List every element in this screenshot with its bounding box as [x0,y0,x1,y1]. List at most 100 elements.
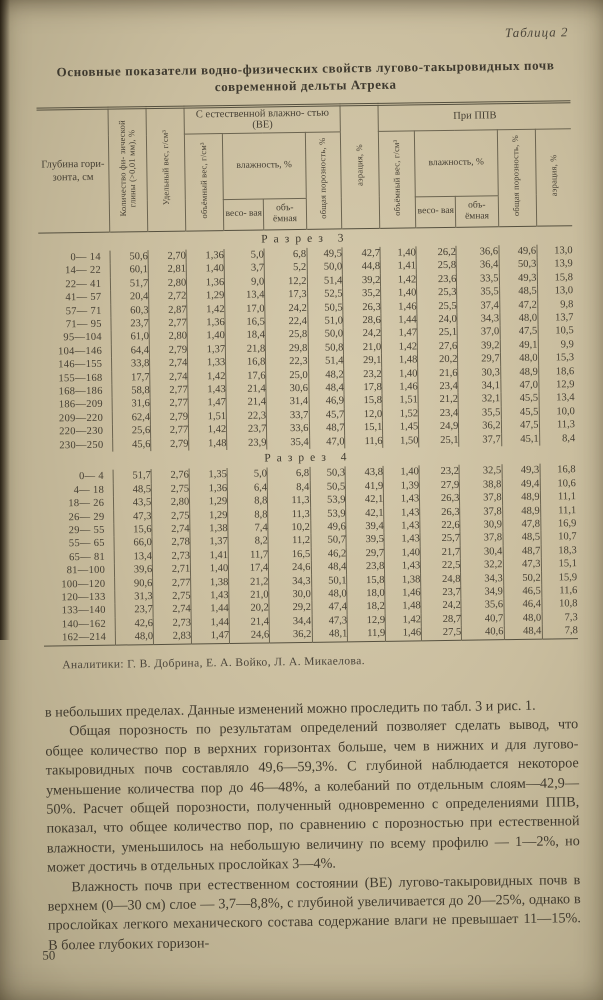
table-cell: 17,7 [111,370,151,385]
table-cell: 13,0 [536,244,573,259]
table-cell: 1,33 [187,356,226,371]
table-cell: 60,1 [110,263,149,278]
table-cell: 50,5 [309,480,346,495]
table-cell: 2,80 [148,276,187,291]
table-cell: 50,0 [306,260,343,275]
table-cell: 31,6 [112,397,151,412]
table-cell: 46,4 [503,598,542,613]
table-cell: 21,2 [228,575,270,590]
table-cell: 21,7 [420,545,461,560]
table-cell: 13,4 [114,549,153,564]
depth-cell: 0— 4 [79,471,104,483]
table-cell: 2,80 [151,495,190,510]
table-cell: 15,3 [538,351,575,366]
table-cell: 47,2 [499,298,538,313]
table-cell: 27,6 [417,339,458,354]
table-cell: 2,74 [152,522,191,537]
table-cell: 11,7 [228,548,269,563]
table-cell: 28,7 [421,612,462,627]
table-cell: 1,44 [191,602,230,617]
table-cell: 16,9 [540,517,577,532]
depth-cell: 220—230 [59,425,104,438]
table-cell: 20,2 [229,601,270,616]
depth-cell: 104—146 [57,345,103,358]
table-cell: 17,8 [344,380,383,395]
table-cell: 20,2 [417,352,459,367]
table-cell: 43,5 [113,496,152,511]
table-cell: 1,40 [190,562,229,577]
table-cell: 35,5 [456,285,500,300]
header-weight-based-ve: весо- вая [223,198,265,231]
table-cell: 18,6 [538,364,575,379]
table-cell: 8,4 [267,480,310,495]
depth-cell: 0— 14 [70,251,101,264]
table-cell: 33,6 [266,422,310,437]
table-cell: 1,36 [187,315,226,330]
table-cell: 11,3 [267,507,311,522]
table-cell: 23,4 [418,379,459,394]
table-cell: 13,7 [537,311,574,326]
table-cell: 90,6 [114,576,153,591]
depth-cell: 4— 18 [73,484,105,496]
depth-cell: 162—214 [61,632,107,644]
table-cell: 15,9 [541,570,578,585]
table-cell: 1,43 [190,589,230,604]
table-cell: 17,4 [228,561,269,576]
header-clay: Количество фи- зической глины (>0,01 мм)… [108,107,148,232]
table-cell: 1,29 [189,495,228,510]
header-porosity-ppv: общая порозность, % [496,129,537,227]
table-cell: 16,8 [225,355,266,370]
table-cell: 34,3 [460,571,504,586]
table-cell: 1,48 [188,436,227,451]
table-cell: 37,8 [460,531,503,546]
table-cell: 39,2 [342,273,381,288]
table-cell: 39,6 [114,563,153,578]
table-cell: 29,2 [269,601,312,616]
table-cell: 24,6 [268,561,312,576]
table-cell: 1,52 [382,407,419,422]
table-header: Глубина гори- зонта, см Количество фи- з… [36,101,573,233]
depth-cell: 81—100 [66,564,106,577]
table-cell: 16,5 [268,547,311,562]
table-cell: 1,43 [383,505,421,520]
table-cell: 37,0 [457,325,500,340]
table-cell: 45,7 [308,408,345,423]
table-cell: 13,0 [537,284,574,299]
table-cell: 15,1 [344,421,383,435]
table-cell: 12,9 [538,378,575,393]
table-cell: 49,6 [498,244,537,259]
table-cell: 53,9 [310,507,347,521]
table-cell: 23,9 [226,436,268,451]
table-cell: 25,1 [418,433,460,448]
table-cell: 30,3 [458,365,501,380]
table-cell: 50,8 [307,341,344,356]
table-cell: 52,5 [307,287,344,302]
depth-cell: 155—168 [58,372,103,384]
table-cell: 46,5 [503,584,542,599]
depth-cell: 168—186 [58,385,103,398]
table-cell: 48,0 [499,311,538,326]
depth-cell: 100—120 [61,578,106,591]
table-cell: 48,4 [310,560,347,575]
depth-cell: 14— 22 [65,265,102,277]
table-cell: 37,8 [459,504,503,519]
table-cell: 1,37 [187,342,226,357]
table-cell: 21,4 [226,382,267,397]
table-cell: 2,75 [151,482,190,497]
table-cell: 17,3 [264,288,308,303]
table-cell: 1,42 [385,613,422,628]
table-cell: 49,1 [499,338,539,353]
table-cell: 21,4 [226,395,267,410]
table-cell: 1,43 [384,559,421,574]
table-cell: 27,9 [419,478,460,493]
table-cell: 1,40 [187,329,226,344]
table-cell: 48,0 [500,351,539,366]
table-cell: 46,9 [308,394,345,409]
table-cell: 12,0 [344,407,383,422]
table-cell: 2,77 [152,576,191,591]
table-cell: 6,4 [227,481,268,496]
table-cell: 48,0 [115,630,154,645]
table-cell: 1,47 [381,326,418,341]
depth-cell: 120—133 [61,591,106,604]
